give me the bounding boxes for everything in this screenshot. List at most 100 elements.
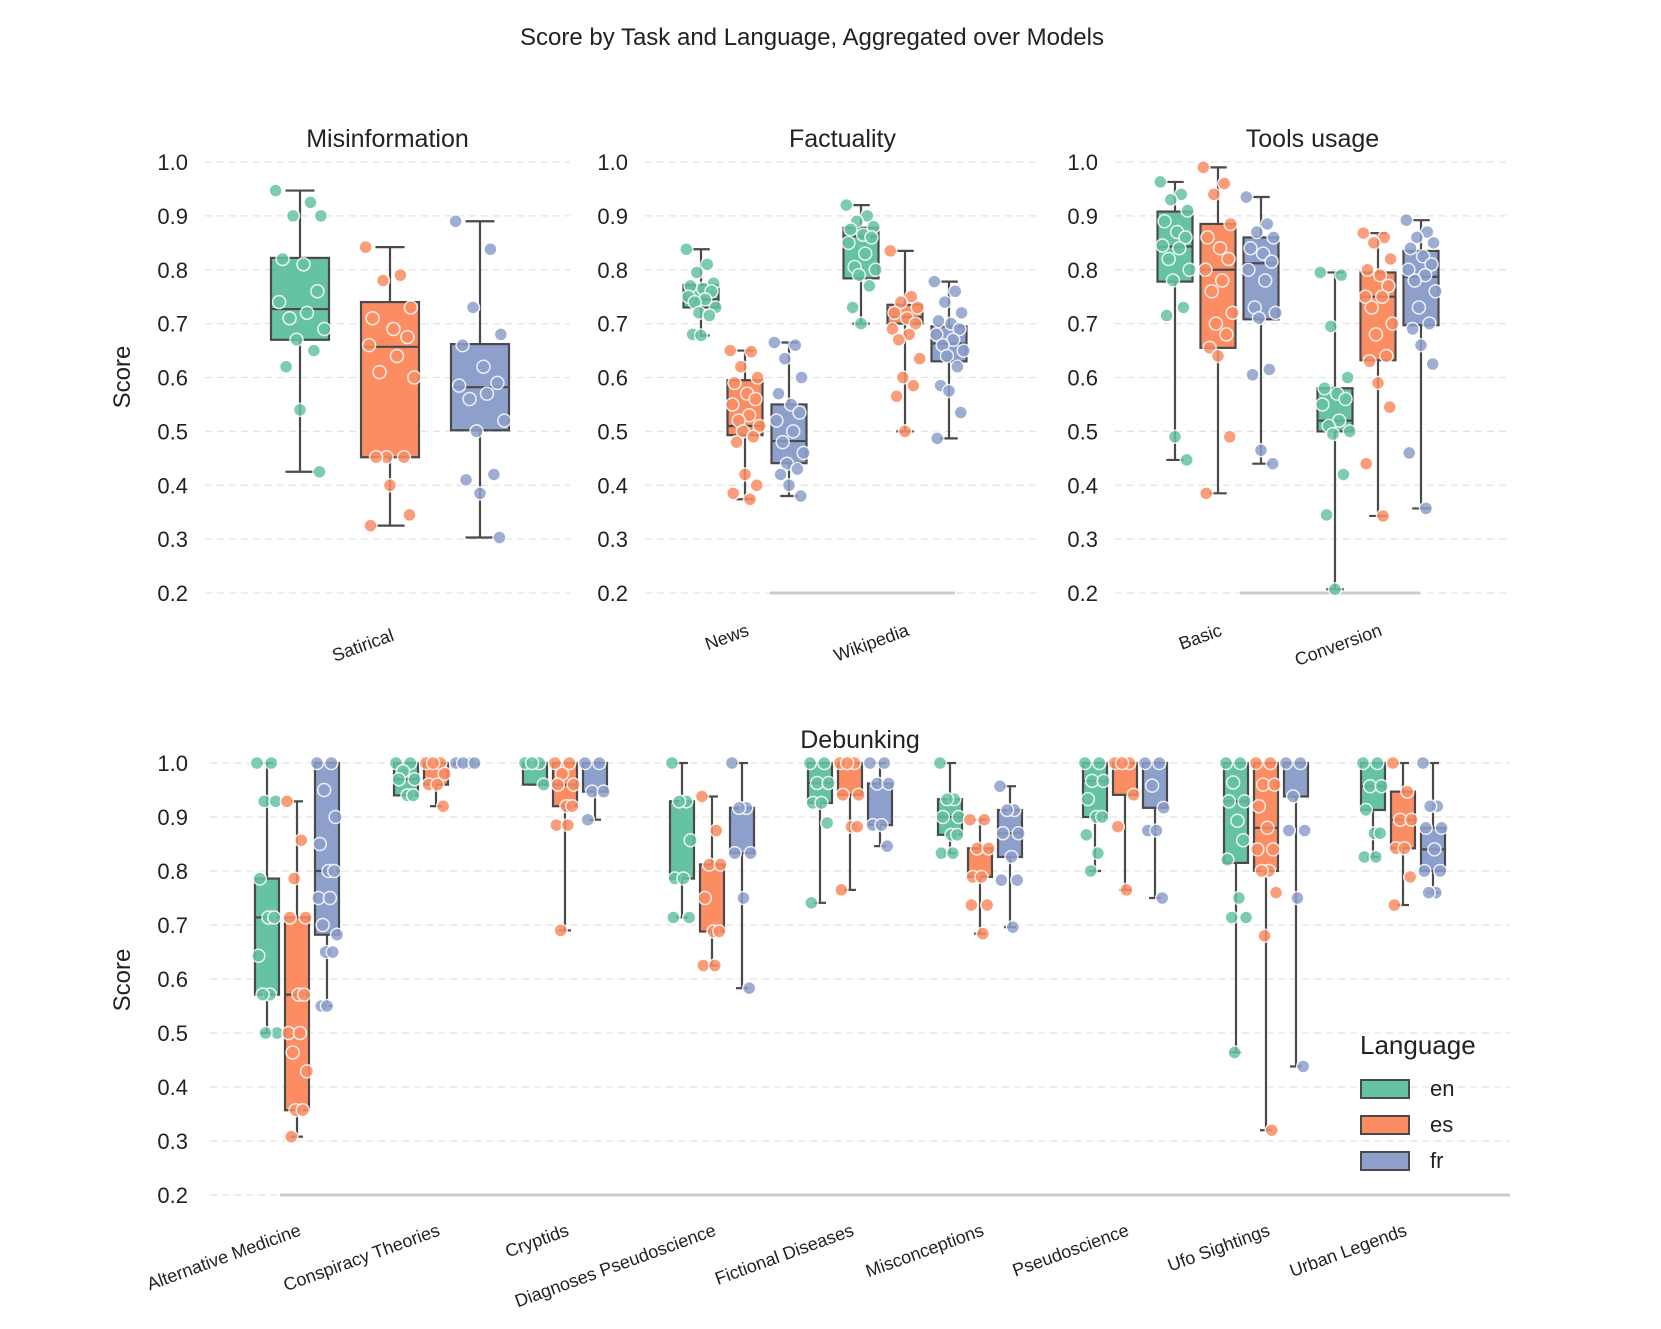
data-point — [702, 308, 717, 323]
x-tick-label: Satirical — [329, 625, 396, 666]
data-point — [817, 755, 832, 771]
data-point — [731, 800, 747, 816]
data-point — [294, 832, 309, 848]
data-point — [794, 370, 809, 385]
data-point — [437, 766, 452, 782]
data-point — [275, 251, 290, 267]
data-point — [325, 944, 341, 960]
data-point — [285, 1045, 300, 1060]
data-point — [953, 405, 969, 420]
data-point — [666, 910, 681, 925]
data-point — [1293, 755, 1308, 771]
category-pseudoscience: Pseudoscience — [1010, 755, 1171, 1281]
data-point — [1385, 755, 1401, 771]
data-point — [1360, 262, 1375, 277]
box-en — [517, 755, 551, 792]
data-point — [700, 257, 715, 272]
data-point — [306, 343, 322, 358]
panel-factuality: 0.2 0.3 0.4 0.5 0.6 0.7 0.8 0.9 1.0 Factuality New… — [597, 125, 1040, 665]
data-point — [283, 1129, 299, 1144]
data-point — [1260, 820, 1275, 836]
data-point — [694, 789, 710, 804]
data-point — [1233, 755, 1248, 771]
data-point — [1137, 755, 1153, 771]
data-point — [1407, 273, 1422, 288]
data-point — [1370, 755, 1385, 771]
data-point — [1225, 305, 1240, 321]
box-fr — [1137, 755, 1171, 906]
data-point — [1212, 240, 1228, 256]
data-point — [1114, 755, 1130, 771]
panel-misinformation: 0.2 0.3 0.4 0.5 0.6 0.7 0.8 0.9 1.0 Misinformatio… — [109, 125, 570, 666]
data-point — [1372, 825, 1388, 841]
data-point — [1413, 337, 1429, 353]
data-point — [851, 267, 867, 283]
data-point — [1077, 755, 1093, 771]
data-point — [1180, 203, 1195, 218]
data-point — [693, 328, 709, 343]
box-es — [1385, 755, 1419, 913]
data-point — [292, 1025, 308, 1041]
data-point — [713, 857, 728, 872]
data-point — [1198, 262, 1213, 277]
box-es — [1107, 755, 1141, 898]
data-point — [365, 310, 380, 326]
data-point — [1404, 812, 1419, 827]
data-point — [458, 472, 474, 488]
data-point — [935, 809, 951, 825]
data-point — [1265, 842, 1281, 857]
data-point — [249, 755, 265, 771]
data-point — [1342, 424, 1357, 439]
data-point — [887, 305, 902, 321]
data-point — [727, 375, 742, 391]
y-tick-label: 0.6 — [157, 967, 188, 992]
data-point — [1230, 813, 1245, 829]
data-point — [1248, 755, 1264, 771]
data-point — [564, 798, 580, 814]
data-point — [1249, 224, 1265, 240]
data-point — [1427, 842, 1442, 857]
data-point — [1402, 869, 1418, 885]
data-point — [1204, 284, 1219, 299]
data-point — [979, 897, 995, 913]
data-point — [1260, 216, 1275, 232]
data-point — [910, 300, 925, 315]
data-point — [382, 478, 398, 493]
box-fr — [1399, 212, 1443, 516]
iqr-box — [1081, 761, 1109, 819]
data-point — [1245, 367, 1260, 383]
data-point — [317, 321, 332, 337]
data-point — [964, 897, 979, 913]
data-point — [1370, 375, 1386, 391]
data-point — [1358, 289, 1373, 304]
data-point — [845, 300, 860, 315]
y-tick-label: 0.2 — [1067, 581, 1098, 606]
data-point — [1428, 284, 1443, 299]
data-point — [834, 882, 849, 898]
data-point — [1285, 789, 1301, 804]
category-conversion: Conversion — [1292, 212, 1443, 670]
box-en — [932, 755, 966, 861]
data-point — [1224, 910, 1239, 925]
data-point — [1004, 849, 1019, 865]
data-point — [929, 431, 945, 446]
y-tick-label: 0.5 — [597, 419, 628, 444]
data-point — [448, 214, 463, 229]
box-es — [418, 755, 452, 814]
data-point — [1005, 919, 1021, 935]
data-point — [790, 461, 805, 477]
data-point — [455, 337, 470, 353]
data-point — [1295, 1059, 1311, 1074]
data-point — [1366, 235, 1382, 251]
data-point — [1262, 362, 1277, 377]
data-point — [295, 1102, 311, 1118]
data-point — [814, 795, 829, 811]
data-point — [451, 378, 467, 393]
data-point — [389, 348, 405, 364]
data-point — [992, 778, 1008, 794]
data-point — [743, 845, 758, 861]
data-point — [1206, 187, 1222, 202]
data-point — [1163, 192, 1179, 207]
data-point — [1176, 300, 1191, 315]
data-point — [1268, 305, 1283, 321]
